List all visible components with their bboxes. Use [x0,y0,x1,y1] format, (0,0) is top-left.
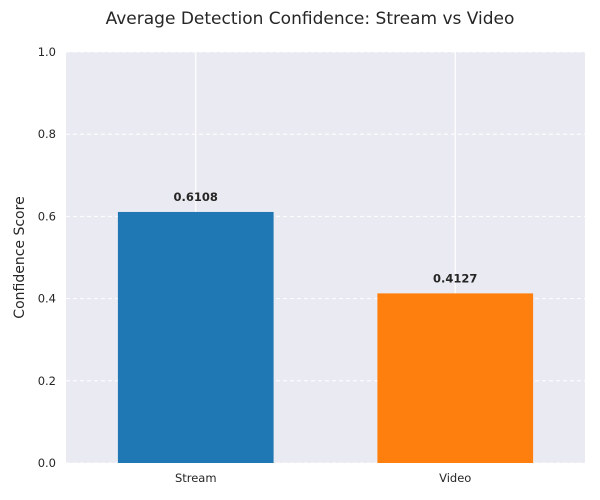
y-axis-label: Confidence Score [12,196,28,318]
bar-value-labels: 0.6108 0.4127 [174,190,478,285]
x-axis-ticks: Stream Video [175,471,471,485]
bar-stream [117,211,274,463]
y-tick-label: 0.8 [38,127,56,141]
y-tick-label: 0.2 [38,374,56,388]
y-axis-ticks: 0.0 0.2 0.4 0.6 0.8 1.0 [38,45,56,470]
bar-video [377,293,534,463]
x-tick-label: Video [439,471,471,485]
y-tick-label: 1.0 [38,45,56,59]
x-tick-label: Stream [175,471,217,485]
bar-value-label: 0.4127 [433,271,477,285]
bar-value-label: 0.6108 [174,190,218,204]
y-tick-label: 0.4 [38,292,56,306]
bars [117,211,534,463]
chart-title: Average Detection Confidence: Stream vs … [106,9,515,29]
y-tick-label: 0.0 [38,456,56,470]
y-tick-label: 0.6 [38,209,56,223]
